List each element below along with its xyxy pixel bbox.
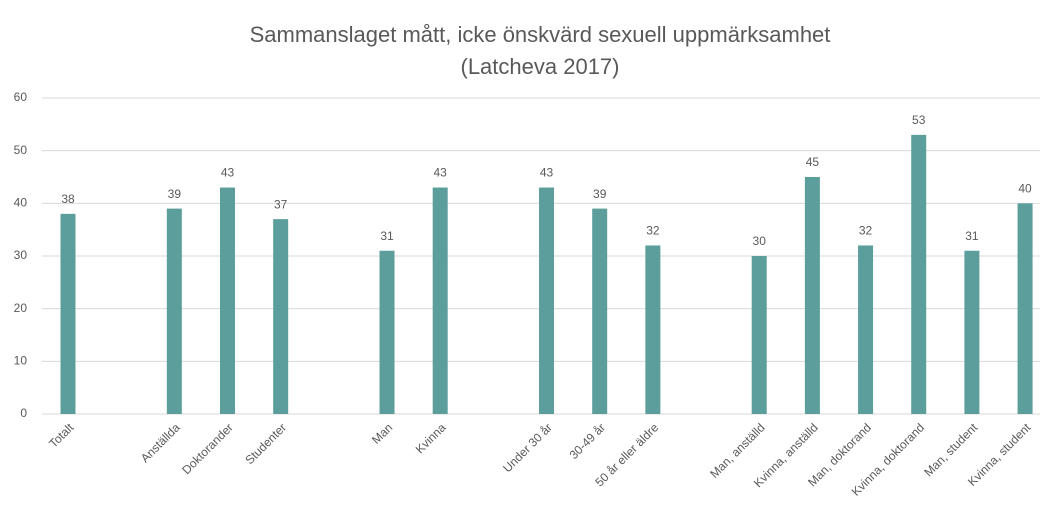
bar (273, 219, 289, 414)
bar (964, 250, 980, 414)
x-tick-label: Under 30 år (500, 420, 555, 475)
data-label: 32 (859, 224, 873, 238)
x-tick-label: 30-49 år (567, 420, 609, 462)
bar (379, 250, 395, 414)
data-label: 31 (380, 229, 394, 243)
y-tick-label: 0 (20, 406, 27, 420)
data-label: 39 (168, 187, 182, 201)
y-tick-label: 60 (14, 90, 28, 104)
bar (539, 187, 555, 414)
y-tick-label: 40 (14, 196, 28, 210)
data-label: 40 (1018, 182, 1032, 196)
bar (432, 187, 448, 414)
x-tick-label: Man, student (921, 420, 980, 479)
data-label: 53 (912, 113, 926, 127)
data-label: 43 (540, 166, 554, 180)
bar (858, 245, 874, 414)
y-tick-label: 50 (14, 143, 28, 157)
data-label: 38 (61, 192, 75, 206)
bar (911, 134, 927, 414)
bar (804, 177, 820, 414)
chart-title: Sammanslaget mått, icke önskvärd sexuell… (250, 22, 831, 47)
chart-title: (Latcheva 2017) (461, 54, 620, 79)
bar (1017, 203, 1033, 414)
x-tick-label: Studenter (242, 420, 289, 467)
y-tick-label: 10 (14, 354, 28, 368)
data-label: 45 (806, 155, 820, 169)
y-tick-label: 20 (14, 301, 28, 315)
data-label: 43 (221, 166, 235, 180)
bar (166, 208, 182, 414)
data-label: 30 (753, 234, 767, 248)
data-label: 43 (434, 166, 448, 180)
x-tick-label: Totalt (46, 420, 77, 451)
bar (645, 245, 661, 414)
x-tick-label: Anställda (138, 420, 183, 465)
data-label: 31 (965, 229, 979, 243)
bar (592, 208, 608, 414)
data-label: 32 (646, 224, 660, 238)
x-tick-label: Doktorander (179, 420, 236, 477)
data-label: 39 (593, 187, 607, 201)
x-tick-label: Kvinna (413, 420, 449, 456)
x-tick-label: Man (369, 420, 395, 446)
y-tick-label: 30 (14, 248, 28, 262)
data-label: 37 (274, 197, 288, 211)
bar (220, 187, 236, 414)
bar (60, 213, 76, 414)
bar (751, 256, 767, 414)
